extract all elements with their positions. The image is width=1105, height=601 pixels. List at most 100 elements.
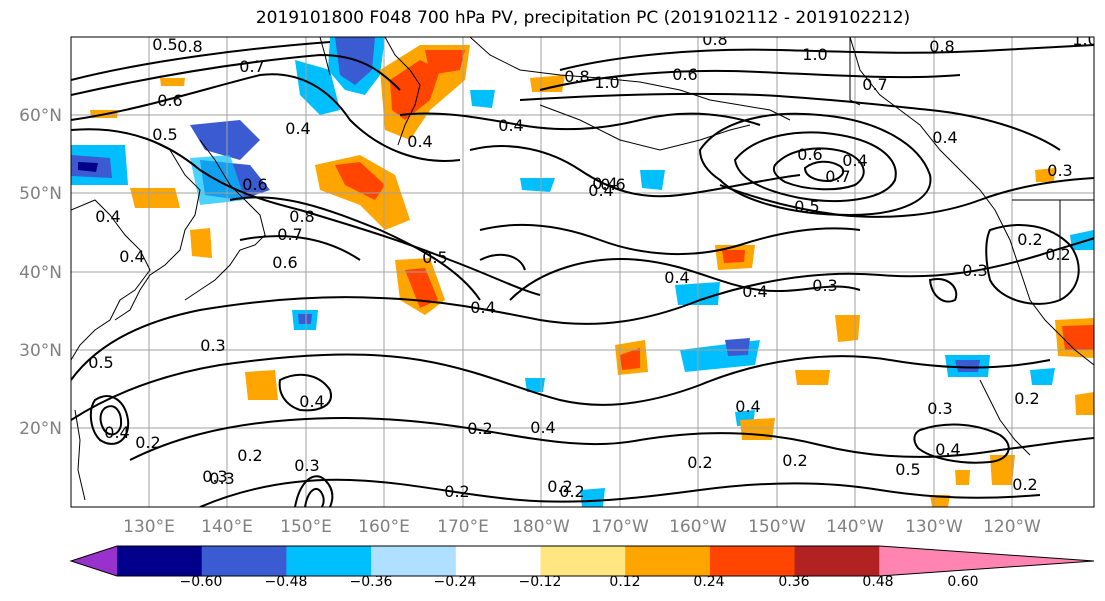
colorbar-segment <box>540 546 626 576</box>
contour-label: 0.4 <box>95 207 120 226</box>
contour-label: 0.7 <box>862 75 887 94</box>
contour-label: 0.4 <box>842 151 867 170</box>
colorbar-tick: 0.36 <box>778 574 809 590</box>
contour-label: 0.3 <box>962 261 987 280</box>
contour-label: 0.4 <box>285 119 310 138</box>
map-title: 2019101800 F048 700 hPa PV, precipitatio… <box>255 8 911 28</box>
contour-label: 0.8 <box>564 67 589 86</box>
colorbar-tick: −0.36 <box>350 574 393 590</box>
contour-label: 0.2 <box>559 482 584 501</box>
colorbar-tick: 0.60 <box>947 574 978 590</box>
contour-label: 0.2 <box>135 433 160 452</box>
contour-label: 0.2 <box>1017 230 1042 249</box>
colorbar-segment <box>625 546 711 576</box>
lon-label-150e: 150°E <box>280 517 332 537</box>
contour-label: 0.7 <box>239 57 264 76</box>
lon-label-130w: 130°W <box>905 517 963 537</box>
contour-label: 0.3 <box>1047 161 1072 180</box>
contour-label: 0.5 <box>152 35 177 54</box>
contour-label: 0.7 <box>825 167 850 186</box>
lon-label-140e: 140°E <box>201 517 253 537</box>
contour-label: 0.4 <box>104 423 129 442</box>
colorbar-tick: −0.48 <box>265 574 308 590</box>
pv-contours <box>71 41 1094 507</box>
colorbar-segment <box>201 546 287 576</box>
coastlines <box>71 37 1094 501</box>
contour-label: 0.4 <box>530 418 555 437</box>
contour-label: 0.6 <box>242 175 267 194</box>
colorbar-tick: −0.24 <box>434 574 477 590</box>
contour-label: 0.6 <box>797 145 822 164</box>
contour-label: 0.4 <box>299 392 324 411</box>
colorbar-tick: −0.12 <box>519 574 562 590</box>
map-area: 0.80.70.60.5 0.40.60.70.80.60.40.40.50.40… <box>71 30 1097 507</box>
contour-label: 0.3 <box>294 456 319 475</box>
contour-label: 0.2 <box>687 453 712 472</box>
contour-label: 0.2 <box>467 419 492 438</box>
contour-label: 1.0 <box>1072 30 1097 49</box>
contour-label: 0.2 <box>1014 389 1039 408</box>
contour-label: 1.0 <box>594 73 619 92</box>
lat-label-60n: 60°N <box>19 106 62 126</box>
contour-label: 0.6 <box>672 65 697 84</box>
map-frame <box>70 36 1095 508</box>
contour-label: 0.4 <box>932 128 957 147</box>
lon-label-140w: 140°W <box>826 517 884 537</box>
lat-label-50n: 50°N <box>19 184 62 204</box>
contour-label: 0.3 <box>209 469 234 488</box>
contour-label: 0.2 <box>547 477 572 496</box>
lon-label-130e: 130°E <box>123 517 175 537</box>
contour-label: 0.2 <box>1045 245 1070 264</box>
colorbar-tick: 0.24 <box>693 574 724 590</box>
contour-label: 0.3 <box>927 399 952 418</box>
contour-label: 0.4 <box>498 116 523 135</box>
colorbar <box>69 545 1095 577</box>
contour-label: 0.4 <box>742 282 767 301</box>
contour-label: 0.3 <box>200 336 225 355</box>
contour-label: 0.5 <box>88 353 113 372</box>
contour-label: 0.6 <box>157 91 182 110</box>
lon-label-160e: 160°E <box>358 517 410 537</box>
contour-label: 0.4 <box>735 397 760 416</box>
colorbar-extension-low <box>71 546 117 576</box>
colorbar-extension-high <box>879 546 1094 576</box>
colorbar-segment <box>794 546 880 576</box>
colorbar-segment <box>117 546 203 576</box>
contour-label: 0.4 <box>592 174 617 193</box>
lat-label-30n: 30°N <box>19 341 62 361</box>
contour-label: 0.5 <box>152 125 177 144</box>
contour-label: 0.4 <box>588 181 613 200</box>
contour-labels: 0.80.70.60.5 0.40.60.70.80.60.40.40.50.40… <box>88 30 1097 501</box>
lat-label-40n: 40°N <box>19 263 62 283</box>
colorbar-tick: −0.60 <box>180 574 223 590</box>
contour-label: 0.4 <box>935 440 960 459</box>
contour-label: 0.5 <box>422 248 447 267</box>
colorbar-tick: 0.12 <box>609 574 640 590</box>
contour-label: 0.8 <box>289 207 314 226</box>
contour-label: 0.5 <box>794 197 819 216</box>
lon-label-150w: 150°W <box>748 517 806 537</box>
latitude-labels: 60°N 50°N 40°N 30°N 20°N <box>19 106 62 439</box>
lon-label-180w: 180°W <box>512 517 570 537</box>
contour-label: 0.5 <box>895 460 920 479</box>
contour-label: 0.4 <box>664 268 689 287</box>
contour-label: 0.7 <box>277 225 302 244</box>
lon-label-170w: 170°W <box>591 517 649 537</box>
contour-label: 0.2 <box>237 446 262 465</box>
longitude-labels: 130°E 140°E 150°E 160°E 170°E 180°W 170°… <box>123 517 1041 537</box>
contour-label: 0.8 <box>929 37 954 56</box>
colorbar-outline <box>69 545 1095 577</box>
contour-label: 0.4 <box>119 247 144 266</box>
contour-label: 0.4 <box>407 132 432 151</box>
colorbar-segment <box>286 546 372 576</box>
contour-label: 0.2 <box>444 482 469 501</box>
contour-label: 0.8 <box>702 30 727 49</box>
contour-label: 1.0 <box>802 45 827 64</box>
contour-label: 0.6 <box>272 253 297 272</box>
contour-label: 0.8 <box>177 37 202 56</box>
colorbar-segment <box>709 546 796 576</box>
precip-shading <box>71 37 1094 507</box>
contour-label: 0.3 <box>812 276 837 295</box>
colorbar-tick-labels: −0.60 −0.48 −0.36 −0.24 −0.12 0.12 0.24 … <box>180 574 979 590</box>
